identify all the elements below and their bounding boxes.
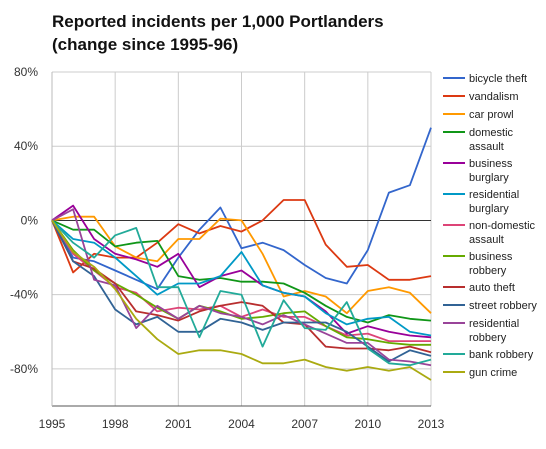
- legend-label-non-domestic-assault: non-domestic assault: [469, 220, 536, 246]
- x-tick-label: 2013: [418, 417, 445, 431]
- chart-title-line2: (change since 1995-96): [52, 35, 239, 54]
- legend-label-domestic-assault: domestic assault: [469, 127, 514, 153]
- y-tick-label: 80%: [14, 65, 38, 79]
- series-line-business-burglary: [51, 204, 432, 339]
- x-tick-label: 2007: [291, 417, 318, 431]
- legend-label-bicycle-theft: bicycle theft: [469, 73, 527, 85]
- legend-label-residential-burglary: residential burglary: [469, 189, 519, 215]
- series-lines: [51, 127, 432, 381]
- legend-label-gun-crime: gun crime: [469, 367, 517, 379]
- y-tick-label: -80%: [10, 362, 38, 376]
- x-tick-label: 1995: [39, 417, 66, 431]
- legend-label-auto-theft: auto theft: [469, 282, 515, 294]
- x-tick-label: 1998: [102, 417, 129, 431]
- legend-label-business-robbery: business robbery: [469, 251, 513, 277]
- x-tick-label: 2004: [228, 417, 255, 431]
- axes: 80% 40% 0% -40% -80% 1995 1998 2001 2004 2007 2010…: [10, 65, 445, 431]
- legend-label-residential-robbery: residential robbery: [469, 318, 519, 344]
- series-line-residential-robbery: [51, 208, 432, 367]
- series-line-domestic-assault: [51, 219, 432, 324]
- legend-label-bank-robbery: bank robbery: [469, 349, 534, 361]
- series-line-bicycle-theft: [51, 127, 432, 291]
- legend-label-car-prowl: car prowl: [469, 109, 514, 121]
- y-tick-label: 40%: [14, 139, 38, 153]
- chart-title-line1: Reported incidents per 1,000 Portlanders: [52, 12, 384, 31]
- legend-label-business-burglary: business burglary: [469, 158, 513, 184]
- series-line-gun-crime: [51, 219, 432, 381]
- legend-label-street-robbery: street robbery: [469, 300, 537, 312]
- legend-label-vandalism: vandalism: [469, 91, 519, 103]
- y-tick-label: 0%: [21, 213, 39, 227]
- y-tick-label: -40%: [10, 288, 38, 302]
- series-line-residential-burglary: [51, 219, 432, 337]
- series-line-bank-robbery: [51, 219, 432, 367]
- x-tick-label: 2001: [165, 417, 192, 431]
- chart-title: Reported incidents per 1,000 Portlanders…: [52, 10, 384, 56]
- x-tick-label: 2010: [354, 417, 381, 431]
- legend: bicycle theft vandalism car prowl domestic a…: [443, 73, 537, 379]
